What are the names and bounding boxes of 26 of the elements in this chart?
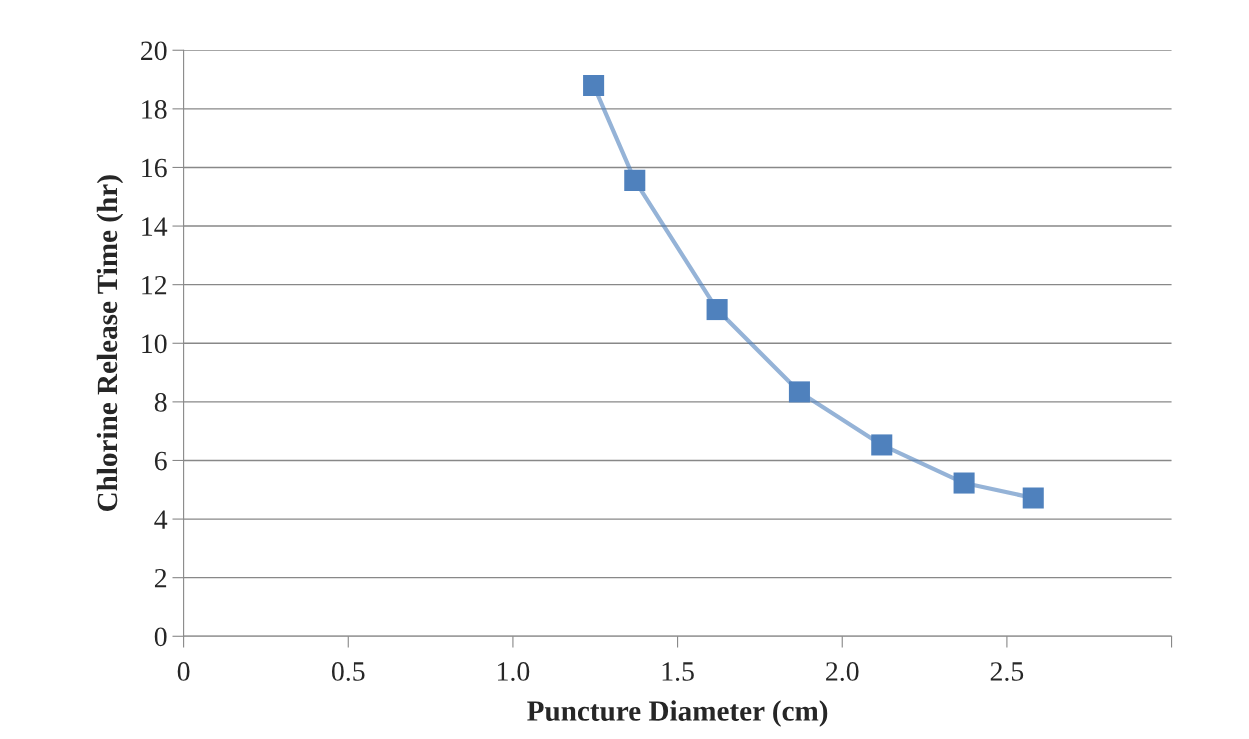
- point: [788, 381, 810, 403]
- point: [953, 472, 975, 494]
- point: [624, 169, 646, 191]
- y-tick-label: 18: [142, 100, 167, 119]
- x-tick-label: 2.5: [990, 662, 1024, 681]
- point: [706, 299, 728, 321]
- y-axis-title: Chlorine Release Time (hr): [96, 175, 124, 512]
- y-tick-label: 16: [142, 158, 167, 178]
- y-tick-label: 20: [141, 41, 167, 61]
- y-tick-label: 8: [154, 393, 167, 412]
- x-tick-label: 1.0: [498, 662, 530, 681]
- y-tick-label: 12: [142, 275, 167, 295]
- y-tick-label: 6: [154, 451, 167, 471]
- y-tick-label: 4: [154, 510, 168, 529]
- x-tick-label: 2.0: [826, 662, 859, 681]
- point: [1022, 487, 1044, 509]
- y-tick-label: 10: [142, 334, 167, 354]
- x-tick-label: 0: [177, 662, 190, 681]
- y-tick-label: 2: [154, 568, 167, 588]
- x-axis-title: Puncture Diameter (cm): [527, 700, 828, 727]
- y-tick-label: 0: [154, 627, 167, 647]
- y-tick-label: 14: [142, 217, 168, 236]
- x-tick-label: 0.5: [331, 662, 365, 681]
- x-tick-label: 1.5: [662, 662, 694, 681]
- point: [583, 74, 605, 96]
- point: [871, 434, 893, 456]
